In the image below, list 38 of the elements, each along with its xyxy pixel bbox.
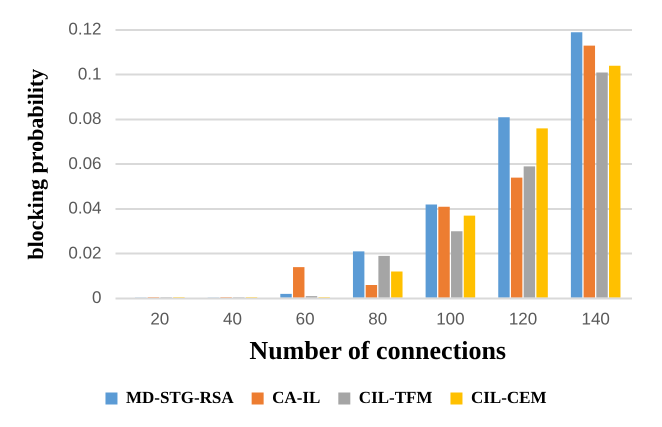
x-tick-label: 140 (581, 309, 610, 328)
bar (510, 178, 522, 298)
bar (366, 284, 378, 298)
x-tick-label: 20 (150, 309, 170, 328)
bar (596, 72, 608, 298)
y-tick-label: 0.06 (68, 154, 102, 173)
bar (426, 204, 438, 298)
y-axis-title: blocking probability (22, 68, 48, 260)
bar (438, 206, 450, 298)
bar (464, 216, 476, 298)
bar (524, 166, 536, 298)
y-tick-label: 0.08 (68, 109, 102, 128)
legend-label: CIL-TFM (358, 388, 432, 407)
y-tick-label: 0.12 (68, 20, 102, 39)
bar (498, 117, 510, 298)
x-tick-label: 100 (436, 309, 465, 328)
x-tick-label: 120 (508, 309, 538, 328)
y-tick-label: 0.04 (68, 198, 102, 218)
bar (570, 32, 582, 298)
legend-label: CA-IL (272, 388, 320, 407)
bar (584, 46, 596, 298)
legend-label: CIL-CEM (470, 388, 547, 407)
legend-label: MD-STG-RSA (126, 388, 234, 407)
y-tick-label: 0.02 (68, 243, 102, 262)
bar (451, 231, 462, 298)
x-tick-label: 40 (222, 309, 242, 328)
bar (378, 256, 390, 298)
y-tick-label: 0.1 (78, 64, 102, 84)
y-tick-label: 0 (92, 288, 102, 308)
bar (391, 272, 403, 298)
x-tick-label: 80 (368, 309, 388, 328)
bar (352, 251, 364, 298)
x-tick-label: 60 (296, 309, 315, 328)
bar (280, 294, 292, 298)
bar (293, 267, 304, 298)
bar (609, 66, 620, 298)
bar (536, 128, 548, 298)
x-axis-title: Number of connections (249, 336, 506, 366)
